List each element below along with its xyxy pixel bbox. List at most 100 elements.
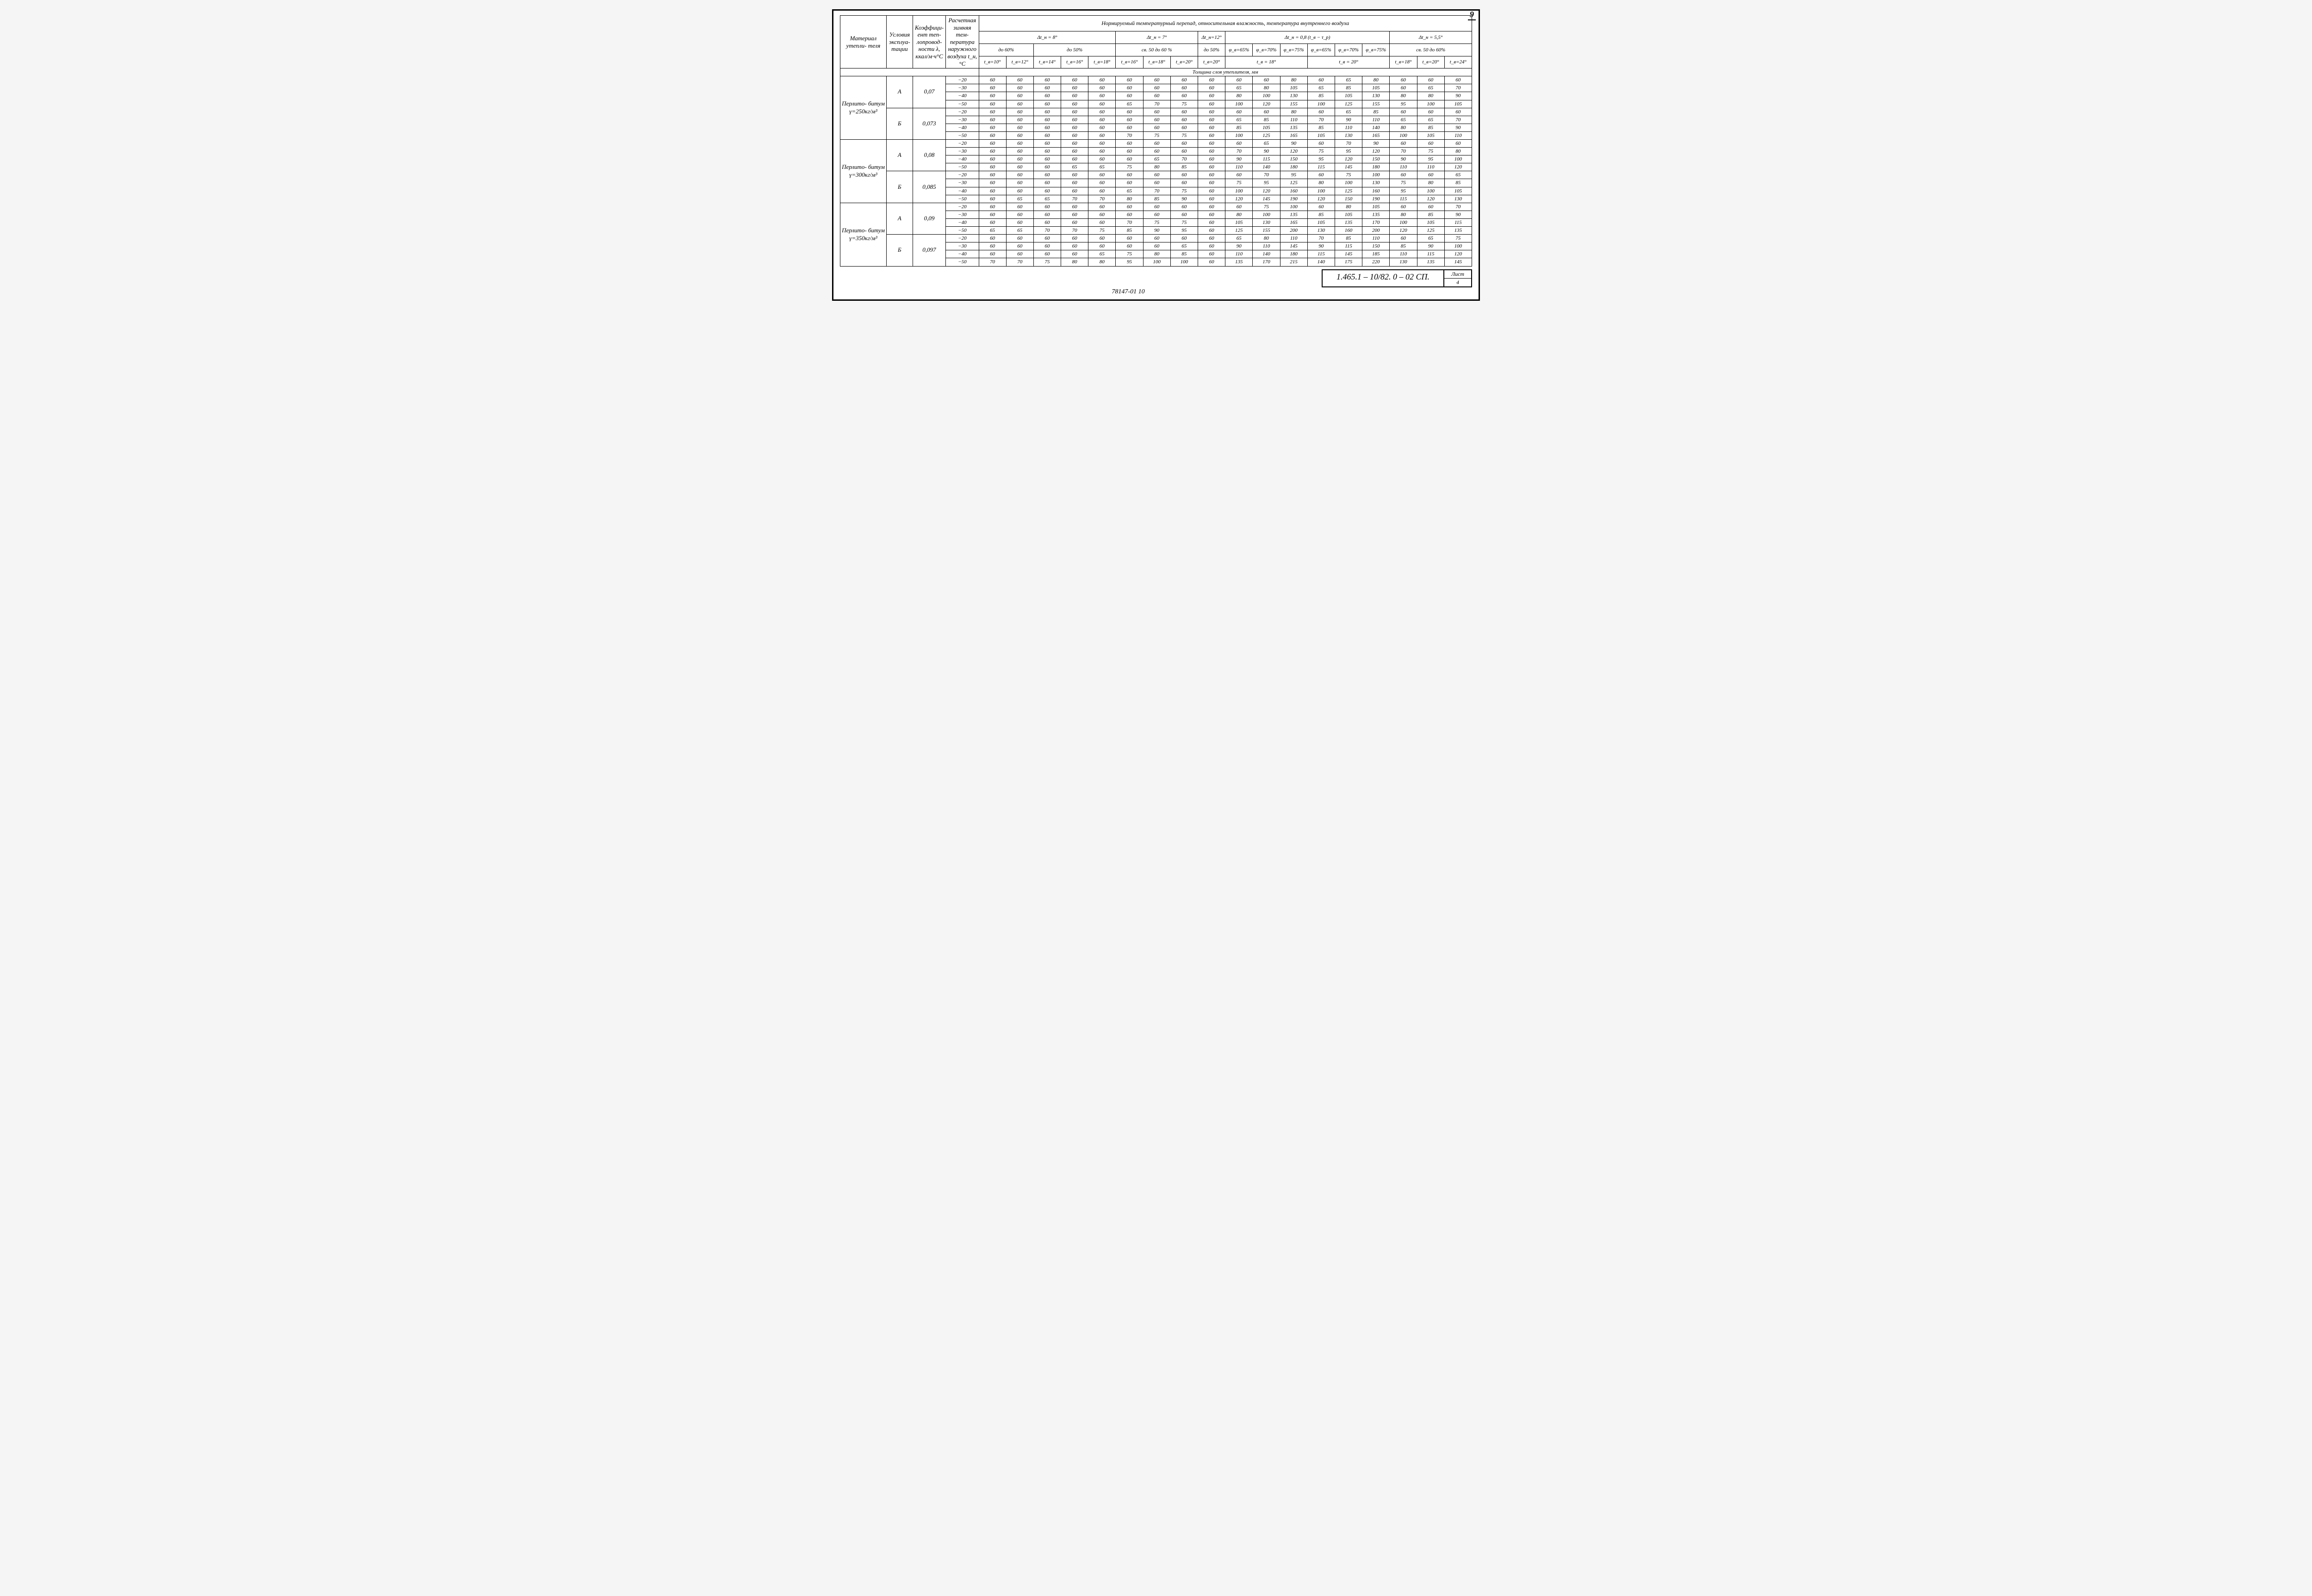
material-cell: Перлито- битум γ=300кг/м³ [840, 140, 887, 203]
data-cell: 155 [1253, 227, 1280, 235]
data-cell: 60 [1006, 76, 1033, 84]
data-cell: 190 [1280, 195, 1307, 203]
temp-cell: −30 [946, 242, 979, 250]
data-cell: 120 [1362, 148, 1390, 155]
data-cell: 60 [1307, 203, 1335, 211]
data-cell: 85 [1362, 108, 1390, 116]
data-cell: 60 [1061, 108, 1088, 116]
data-cell: 105 [1307, 131, 1335, 139]
data-cell: 120 [1253, 187, 1280, 195]
data-cell: 75 [1170, 218, 1198, 226]
data-cell: 60 [1198, 250, 1225, 258]
condition-cell: Б [886, 108, 913, 139]
data-cell: 80 [1061, 258, 1088, 266]
data-cell: 60 [1307, 171, 1335, 179]
data-cell: 80 [1253, 235, 1280, 242]
data-cell: 60 [1006, 100, 1033, 108]
data-cell: 60 [1170, 76, 1198, 84]
data-cell: 70 [1253, 171, 1280, 179]
data-cell: 65 [1335, 108, 1362, 116]
data-cell: 110 [1225, 163, 1253, 171]
data-cell: 80 [1143, 250, 1170, 258]
data-cell: 90 [1225, 242, 1253, 250]
data-cell: 60 [1006, 131, 1033, 139]
data-cell: 85 [1417, 124, 1444, 131]
data-cell: 70 [1061, 195, 1088, 203]
data-cell: 100 [1307, 100, 1335, 108]
data-cell: 60 [1225, 171, 1253, 179]
hdr-temp: Расчетная зимняя тем- пература наружного… [946, 16, 979, 68]
data-cell: 75 [1033, 258, 1061, 266]
data-cell: 120 [1253, 100, 1280, 108]
temp-cell: −30 [946, 179, 979, 187]
data-cell: 60 [1061, 235, 1088, 242]
data-cell: 110 [1444, 131, 1472, 139]
data-cell: 60 [1033, 92, 1061, 100]
data-cell: 110 [1280, 116, 1307, 124]
data-cell: 60 [1307, 108, 1335, 116]
data-cell: 140 [1362, 124, 1390, 131]
data-cell: 70 [1116, 218, 1143, 226]
data-cell: 100 [1417, 100, 1444, 108]
data-cell: 60 [1006, 116, 1033, 124]
data-cell: 60 [979, 203, 1006, 211]
data-cell: 85 [1170, 163, 1198, 171]
data-cell: 60 [1116, 203, 1143, 211]
data-cell: 90 [1253, 148, 1280, 155]
data-cell: 60 [1417, 171, 1444, 179]
data-cell: 60 [1390, 76, 1417, 84]
data-cell: 60 [979, 108, 1006, 116]
data-cell: 100 [1170, 258, 1198, 266]
coef-cell: 0,097 [913, 235, 945, 266]
data-cell: 60 [1033, 76, 1061, 84]
data-cell: 60 [1006, 92, 1033, 100]
data-cell: 60 [1198, 258, 1225, 266]
data-cell: 60 [1033, 250, 1061, 258]
data-cell: 60 [1006, 108, 1033, 116]
data-cell: 60 [1307, 76, 1335, 84]
data-cell: 175 [1335, 258, 1362, 266]
data-cell: 60 [1033, 124, 1061, 131]
data-cell: 65 [1088, 250, 1116, 258]
data-cell: 100 [1307, 187, 1335, 195]
table-body: Перлито- битум γ=250кг/м³А0,07−206060606… [840, 76, 1472, 266]
data-cell: 60 [1225, 108, 1253, 116]
data-cell: 65 [1335, 76, 1362, 84]
data-cell: 90 [1225, 155, 1253, 163]
data-cell: 80 [1088, 258, 1116, 266]
data-cell: 65 [1225, 235, 1253, 242]
data-cell: 150 [1362, 242, 1390, 250]
data-cell: 80 [1417, 179, 1444, 187]
data-cell: 60 [1006, 179, 1033, 187]
data-cell: 80 [1225, 211, 1253, 218]
data-cell: 60 [1143, 203, 1170, 211]
data-cell: 120 [1444, 250, 1472, 258]
data-cell: 100 [1417, 187, 1444, 195]
data-cell: 130 [1390, 258, 1417, 266]
data-cell: 100 [1280, 203, 1307, 211]
coef-cell: 0,073 [913, 108, 945, 139]
data-cell: 60 [1390, 203, 1417, 211]
data-cell: 60 [1116, 92, 1143, 100]
data-cell: 140 [1253, 163, 1280, 171]
data-cell: 70 [1307, 116, 1335, 124]
coef-cell: 0,08 [913, 140, 945, 171]
data-cell: 75 [1088, 227, 1116, 235]
data-cell: 75 [1116, 250, 1143, 258]
data-cell: 180 [1362, 163, 1390, 171]
data-cell: 60 [1116, 108, 1143, 116]
data-cell: 85 [1143, 195, 1170, 203]
data-cell: 105 [1362, 84, 1390, 92]
data-cell: 60 [1006, 235, 1033, 242]
hdr-sv5060: св. 50 до 60 % [1116, 44, 1198, 56]
data-cell: 115 [1253, 155, 1280, 163]
hdr-dt08: Δt_н = 0,8 (t_в − τ_р) [1225, 31, 1390, 44]
data-cell: 115 [1307, 163, 1335, 171]
temp-cell: −30 [946, 211, 979, 218]
data-cell: 70 [1444, 116, 1472, 124]
data-cell: 60 [1088, 218, 1116, 226]
data-cell: 160 [1280, 187, 1307, 195]
data-cell: 115 [1335, 242, 1362, 250]
data-cell: 60 [1033, 187, 1061, 195]
data-cell: 60 [1033, 116, 1061, 124]
